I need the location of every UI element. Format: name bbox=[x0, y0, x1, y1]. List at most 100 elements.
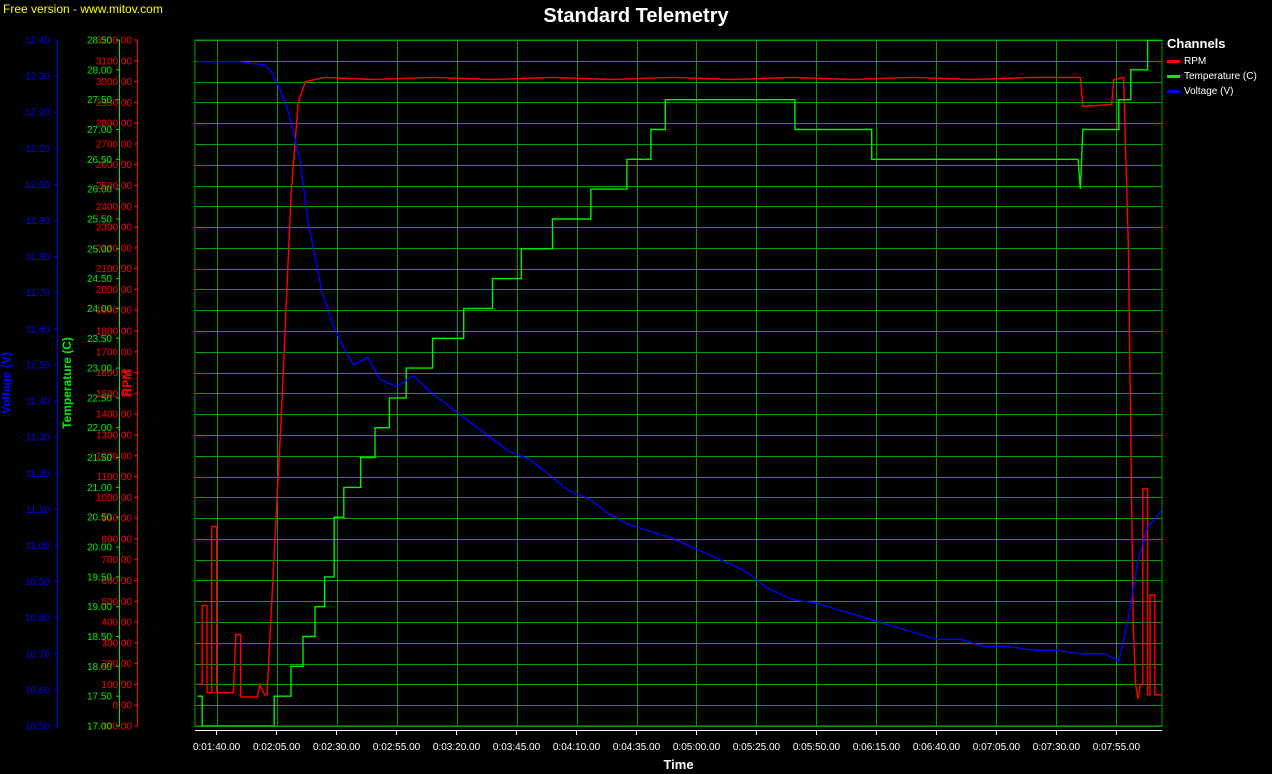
y-axis-title: Temperature (C) bbox=[60, 337, 74, 429]
y-tick-label: 12.40 bbox=[25, 36, 50, 47]
legend-label-rpm: RPM bbox=[1184, 56, 1207, 67]
y-tick-label: 1100.00 bbox=[97, 472, 133, 483]
y-tick-label: 10.50 bbox=[25, 722, 50, 733]
y-tick-label: 900.00 bbox=[101, 514, 132, 525]
y-tick-label: 600.00 bbox=[101, 576, 132, 587]
y-axis-title: Voltage (V) bbox=[0, 352, 13, 414]
y-tick-label: 2900.00 bbox=[96, 98, 133, 109]
y-tick-label: 0.00 bbox=[113, 701, 133, 712]
y-tick-label: -100.00 bbox=[98, 722, 132, 733]
x-tick-label: 0:02:05.00 bbox=[253, 742, 301, 753]
y-tick-label: 12.20 bbox=[25, 108, 50, 119]
y-tick-label: 26.50 bbox=[87, 155, 112, 166]
rpm-line bbox=[197, 76, 1162, 700]
y-tick-label: 12.00 bbox=[25, 180, 50, 191]
y-tick-label: 20.50 bbox=[87, 513, 112, 524]
x-tick-label: 0:06:15.00 bbox=[853, 742, 901, 753]
y-tick-label: 200.00 bbox=[101, 659, 132, 670]
x-tick-label: 0:02:55.00 bbox=[373, 742, 421, 753]
y-tick-label: 25.00 bbox=[87, 244, 112, 255]
y-tick-label: 1800.00 bbox=[96, 327, 133, 338]
y-tick-label: 1400.00 bbox=[96, 410, 133, 421]
y-tick-label: 3000.00 bbox=[96, 77, 133, 88]
legend: Channels RPM Temperature (C) Voltage (V) bbox=[1167, 36, 1257, 99]
watermark-text: Free version - www.mitov.com bbox=[3, 2, 163, 16]
y-tick-label: 2600.00 bbox=[96, 160, 133, 171]
x-tick-label: 0:02:30.00 bbox=[313, 742, 361, 753]
y-tick-label: 21.50 bbox=[87, 453, 112, 464]
y-tick-label: 1200.00 bbox=[96, 451, 133, 462]
x-tick-label: 0:07:05.00 bbox=[973, 742, 1021, 753]
y-tick-label: 27.50 bbox=[87, 95, 112, 106]
legend-label-voltage: Voltage (V) bbox=[1184, 86, 1234, 97]
y-tick-label: 2800.00 bbox=[96, 119, 133, 130]
y-tick-label: 22.00 bbox=[87, 423, 112, 434]
y-axis-title: RPM bbox=[120, 370, 134, 397]
legend-swatch-rpm bbox=[1167, 60, 1180, 63]
y-tick-label: 11.20 bbox=[26, 469, 51, 480]
y-tick-label: 18.00 bbox=[87, 662, 112, 673]
y-tick-label: 24.00 bbox=[87, 304, 112, 315]
y-tick-label: 1600.00 bbox=[96, 368, 133, 379]
y-tick-label: 12.10 bbox=[25, 144, 50, 155]
x-tick-label: 0:03:20.00 bbox=[433, 742, 481, 753]
y-tick-label: 11.70 bbox=[26, 288, 51, 299]
y-tick-label: 700.00 bbox=[101, 555, 132, 566]
x-tick-label: 0:01:40.00 bbox=[193, 742, 241, 753]
x-tick-label: 0:03:45.00 bbox=[493, 742, 541, 753]
x-tick-label: 0:04:10.00 bbox=[553, 742, 601, 753]
y-tick-label: 10.80 bbox=[25, 613, 50, 624]
y-tick-label: 26.00 bbox=[87, 185, 112, 196]
y-tick-label: 300.00 bbox=[101, 638, 132, 649]
x-tick-label: 0:05:50.00 bbox=[793, 742, 841, 753]
y-tick-label: 1000.00 bbox=[96, 493, 133, 504]
temperature-line bbox=[197, 40, 1162, 726]
legend-item-temperature[interactable]: Temperature (C) bbox=[1167, 69, 1257, 84]
y-tick-label: 2700.00 bbox=[96, 139, 133, 150]
x-tick-label: 0:07:55.00 bbox=[1093, 742, 1141, 753]
y-tick-label: 11.40 bbox=[26, 397, 51, 408]
y-tick-label: 3100.00 bbox=[96, 56, 133, 67]
y-tick-label: 20.00 bbox=[87, 543, 112, 554]
legend-item-voltage[interactable]: Voltage (V) bbox=[1167, 84, 1257, 99]
y-tick-label: 23.50 bbox=[87, 334, 112, 345]
y-tick-label: 23.00 bbox=[87, 364, 112, 375]
y-tick-label: 10.60 bbox=[25, 685, 50, 696]
y-tick-label: 17.50 bbox=[87, 692, 112, 703]
y-tick-label: 1900.00 bbox=[96, 306, 133, 317]
x-axis-title: Time bbox=[663, 757, 693, 772]
x-tick-label: 0:05:25.00 bbox=[733, 742, 781, 753]
y-tick-label: 1300.00 bbox=[96, 430, 133, 441]
y-tick-label: 11.00 bbox=[26, 541, 51, 552]
legend-item-rpm[interactable]: RPM bbox=[1167, 54, 1257, 69]
y-tick-label: 2100.00 bbox=[96, 264, 133, 275]
y-axis-2: 10.50 10.60 10.70 10.80 10.90 11.00 11.10 11.20… bbox=[0, 36, 58, 733]
y-tick-label: 18.50 bbox=[87, 632, 112, 643]
y-axis-0: -100.00 0.00 100.00 200.00 300.00 400.00 500.0… bbox=[96, 36, 138, 733]
voltage-line bbox=[197, 61, 1162, 663]
chart-title: Standard Telemetry bbox=[543, 5, 729, 27]
x-tick-label: 0:05:00.00 bbox=[673, 742, 721, 753]
y-tick-label: 11.50 bbox=[26, 360, 51, 371]
legend-label-temperature: Temperature (C) bbox=[1184, 71, 1257, 82]
y-tick-label: 800.00 bbox=[101, 534, 132, 545]
y-tick-label: 22.50 bbox=[87, 393, 112, 404]
y-axis-1: 17.00 17.50 18.00 18.50 19.00 19.50 20.00 20.50… bbox=[60, 36, 120, 733]
y-tick-label: 10.70 bbox=[25, 649, 50, 660]
grid-lines bbox=[195, 40, 1162, 727]
y-tick-label: 19.50 bbox=[87, 572, 112, 583]
y-tick-label: 11.90 bbox=[26, 216, 51, 227]
y-tick-label: 17.00 bbox=[87, 722, 112, 733]
y-tick-label: 21.00 bbox=[87, 483, 112, 494]
y-tick-label: 25.50 bbox=[87, 214, 112, 225]
y-tick-label: 27.00 bbox=[87, 125, 112, 136]
y-tick-label: 1700.00 bbox=[96, 347, 133, 358]
y-tick-label: 2000.00 bbox=[96, 285, 133, 296]
legend-swatch-voltage bbox=[1167, 90, 1180, 93]
y-tick-label: 100.00 bbox=[101, 680, 132, 691]
plot-area bbox=[194, 39, 1163, 727]
x-axis: 0:01:40.00 0:02:05.00 0:02:30.00 0:02:55.00… bbox=[193, 730, 1162, 772]
y-tick-label: 11.80 bbox=[26, 252, 51, 263]
legend-title: Channels bbox=[1167, 36, 1226, 51]
